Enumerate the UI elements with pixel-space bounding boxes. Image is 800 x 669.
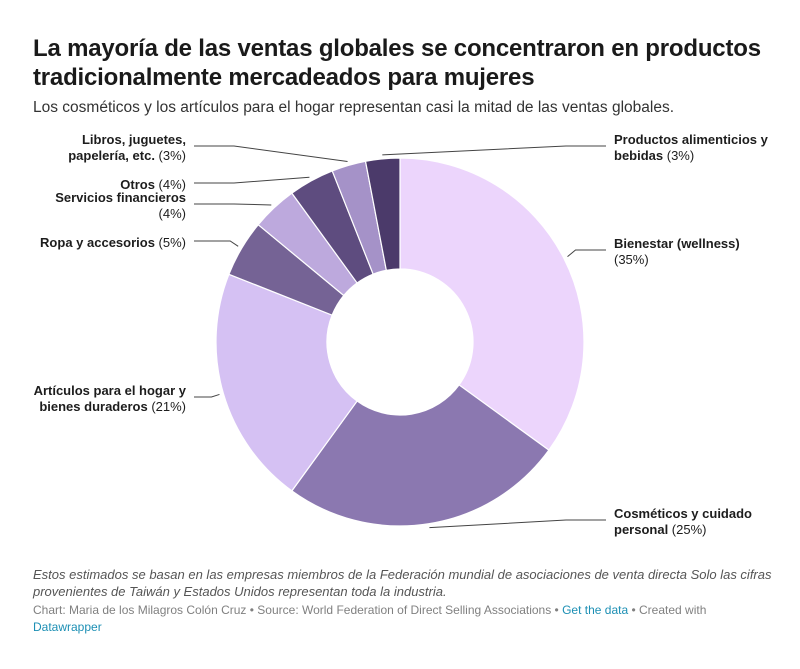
slice-label-otros: Otros (4%) xyxy=(120,177,186,192)
slice-cosmeticos-y-cuidado xyxy=(291,384,550,527)
chart-credit: Chart: Maria de los Milagros Colón Cruz xyxy=(33,603,247,617)
leader-line-libros-juguetes xyxy=(194,145,348,162)
slice-bienestar-wellness xyxy=(399,157,585,451)
slice-productos-alimenticios-y xyxy=(364,157,401,271)
leader-line-servicios-financieros xyxy=(194,203,272,206)
donut-chart: Bienestar (wellness) (35%) Cosméticos y cu… xyxy=(34,132,769,537)
datawrapper-link[interactable]: Datawrapper xyxy=(33,620,102,634)
slice-label-articulos-para-el-hogar-y: Artículos para el hogar y bienes duradero… xyxy=(34,383,187,414)
chart-byline: Chart: Maria de los Milagros Colón Cruz … xyxy=(33,603,707,634)
slice-label-libros-juguetes: Libros, juguetes, papelería, etc. (3%) xyxy=(68,132,186,163)
chart-subtitle: Los cosméticos y los artículos para el h… xyxy=(33,99,675,116)
slice-label-ropa-y-accesorios: Ropa y accesorios (5%) xyxy=(40,235,186,250)
source-text: Source: World Federation of Direct Selli… xyxy=(257,603,552,617)
leader-line-productos-alimenticios-y xyxy=(382,145,606,156)
leader-line-otros xyxy=(194,176,310,184)
chart-title: La mayoría de las ventas globales se con… xyxy=(33,35,761,91)
label-leader-lines xyxy=(194,145,606,529)
slice-labels: Bienestar (wellness) (35%) Cosméticos y cu… xyxy=(34,132,769,537)
slice-label-productos-alimenticios-y: Productos alimenticios y bebidas (3%) xyxy=(614,132,769,163)
slice-label-servicios-financieros: Servicios financieros (4%) xyxy=(55,190,186,221)
get-the-data-link[interactable]: Get the data xyxy=(562,603,629,617)
leader-line-articulos-para-el-hogar-y xyxy=(194,393,220,398)
donut-slices xyxy=(215,157,585,527)
leader-line-bienestar-wellness xyxy=(567,249,606,258)
created-with-text: Created with xyxy=(639,603,707,617)
chart-notes: Estos estimados se basan en las empresas… xyxy=(33,567,772,599)
slice-label-bienestar-wellness: Bienestar (wellness) (35%) xyxy=(614,236,740,267)
slice-label-cosmeticos-y-cuidado: Cosméticos y cuidado personal (25%) xyxy=(614,506,752,537)
slice-articulos-para-el-hogar-y xyxy=(215,273,358,492)
leader-line-ropa-y-accesorios xyxy=(194,240,239,247)
leader-line-cosmeticos-y-cuidado xyxy=(429,519,606,529)
